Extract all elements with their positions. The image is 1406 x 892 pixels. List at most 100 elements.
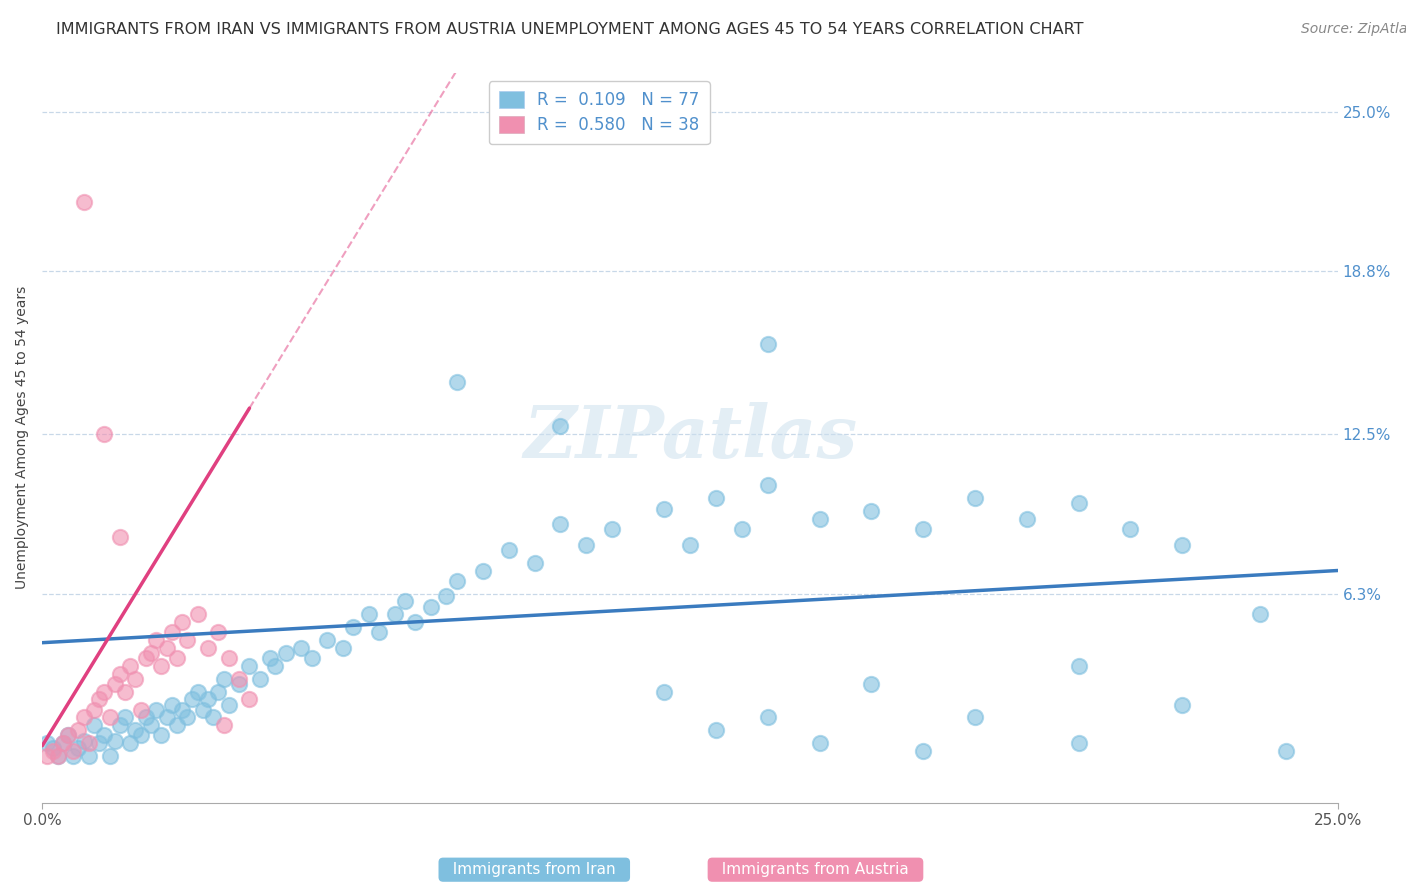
Point bbox=[1249, 607, 1271, 622]
Point bbox=[419, 599, 441, 614]
Point bbox=[187, 607, 209, 622]
Point bbox=[172, 703, 194, 717]
Point bbox=[77, 749, 100, 764]
Point bbox=[93, 684, 115, 698]
Point bbox=[575, 538, 598, 552]
Point bbox=[404, 615, 426, 629]
Point bbox=[202, 710, 225, 724]
Text: ZIPatlas: ZIPatlas bbox=[523, 402, 858, 474]
Point bbox=[652, 501, 675, 516]
Point bbox=[176, 710, 198, 724]
Point bbox=[108, 718, 131, 732]
Point bbox=[37, 749, 59, 764]
Point bbox=[89, 692, 111, 706]
Point bbox=[238, 659, 260, 673]
Point bbox=[56, 729, 79, 743]
Point bbox=[89, 736, 111, 750]
Point bbox=[290, 640, 312, 655]
Point bbox=[166, 651, 188, 665]
Point bbox=[62, 744, 84, 758]
Point bbox=[274, 646, 297, 660]
Point bbox=[1171, 538, 1194, 552]
Point bbox=[104, 733, 127, 747]
Point bbox=[114, 684, 136, 698]
Text: Immigrants from Austria: Immigrants from Austria bbox=[713, 863, 918, 877]
Point bbox=[37, 736, 59, 750]
Point bbox=[129, 729, 152, 743]
Point bbox=[124, 723, 146, 738]
Point bbox=[249, 672, 271, 686]
Text: IMMIGRANTS FROM IRAN VS IMMIGRANTS FROM AUSTRIA UNEMPLOYMENT AMONG AGES 45 TO 54: IMMIGRANTS FROM IRAN VS IMMIGRANTS FROM … bbox=[56, 22, 1084, 37]
Point bbox=[446, 376, 468, 390]
Point bbox=[207, 684, 229, 698]
Point bbox=[264, 659, 287, 673]
Point bbox=[93, 729, 115, 743]
Point bbox=[756, 478, 779, 492]
Point bbox=[357, 607, 380, 622]
Point bbox=[77, 736, 100, 750]
Point bbox=[108, 530, 131, 544]
Point bbox=[197, 640, 219, 655]
Point bbox=[860, 677, 883, 691]
Point bbox=[1015, 512, 1038, 526]
Point bbox=[104, 677, 127, 691]
Point bbox=[1171, 698, 1194, 712]
Point bbox=[301, 651, 323, 665]
Point bbox=[120, 736, 142, 750]
Point bbox=[155, 710, 177, 724]
Point bbox=[808, 736, 831, 750]
Point bbox=[145, 633, 167, 648]
Point bbox=[228, 672, 250, 686]
Point bbox=[1067, 659, 1090, 673]
Point bbox=[1067, 496, 1090, 510]
Point bbox=[41, 741, 63, 756]
Point bbox=[129, 703, 152, 717]
Point bbox=[912, 744, 935, 758]
Point bbox=[912, 522, 935, 536]
Point bbox=[212, 718, 235, 732]
Point bbox=[498, 542, 520, 557]
Point bbox=[523, 556, 546, 570]
Point bbox=[218, 651, 240, 665]
Point bbox=[145, 703, 167, 717]
Point bbox=[124, 672, 146, 686]
Point bbox=[191, 703, 214, 717]
Point bbox=[160, 698, 183, 712]
Point bbox=[731, 522, 754, 536]
Point bbox=[46, 749, 69, 764]
Point bbox=[176, 633, 198, 648]
Point bbox=[98, 749, 121, 764]
Point bbox=[963, 491, 986, 506]
Point bbox=[756, 336, 779, 351]
Point bbox=[963, 710, 986, 724]
Point bbox=[550, 419, 572, 434]
Point bbox=[207, 625, 229, 640]
Point bbox=[218, 698, 240, 712]
Point bbox=[228, 677, 250, 691]
Point bbox=[652, 684, 675, 698]
Point bbox=[550, 517, 572, 532]
Point bbox=[1275, 744, 1298, 758]
Point bbox=[67, 723, 90, 738]
Point bbox=[316, 633, 339, 648]
Point bbox=[93, 426, 115, 441]
Point bbox=[600, 522, 623, 536]
Point bbox=[172, 615, 194, 629]
Point bbox=[181, 692, 204, 706]
Point bbox=[471, 564, 494, 578]
Text: Source: ZipAtlas.com: Source: ZipAtlas.com bbox=[1301, 22, 1406, 37]
Point bbox=[436, 589, 458, 603]
Point bbox=[187, 684, 209, 698]
Point bbox=[135, 710, 157, 724]
Point bbox=[259, 651, 281, 665]
Point bbox=[704, 491, 727, 506]
Point bbox=[83, 703, 105, 717]
Point bbox=[139, 646, 162, 660]
Point bbox=[155, 640, 177, 655]
Point bbox=[756, 710, 779, 724]
Point bbox=[150, 729, 173, 743]
Legend: R =  0.109   N = 77, R =  0.580   N = 38: R = 0.109 N = 77, R = 0.580 N = 38 bbox=[489, 81, 710, 145]
Point bbox=[62, 749, 84, 764]
Point bbox=[860, 504, 883, 518]
Point bbox=[212, 672, 235, 686]
